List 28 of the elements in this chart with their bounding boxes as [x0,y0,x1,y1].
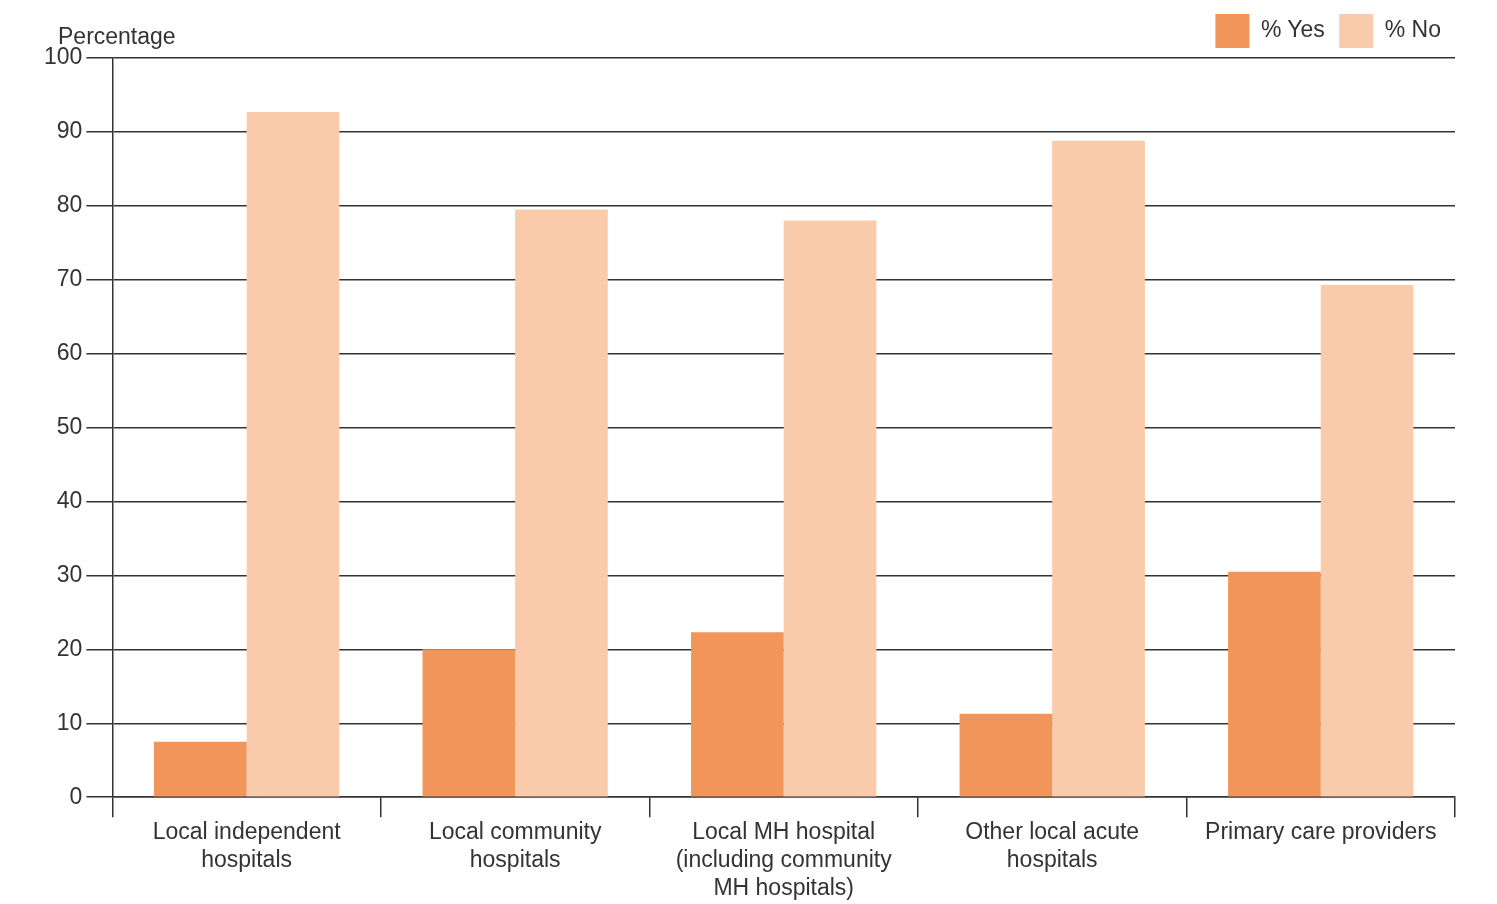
y-tick-label: 40 [56,486,83,513]
y-tick-label: 70 [56,265,83,292]
bar [246,111,340,797]
y-tick-label: 100 [44,43,83,70]
bar [1228,571,1321,797]
x-tick-label: Other local acute hospitals [965,818,1140,872]
bar [959,713,1053,797]
y-tick-label: 10 [56,708,83,735]
legend-label: % Yes [1260,16,1325,43]
bar [1320,284,1414,797]
y-tick-label: 0 [69,782,83,809]
x-tick-label: Local independent hospitals [152,818,342,872]
bar [154,741,247,797]
bar [691,632,784,797]
x-tick-label: Primary care providers [1205,818,1437,845]
y-tick-label: 20 [56,634,83,661]
bar [1052,140,1145,797]
y-tick-label: 90 [56,117,83,144]
y-tick-label: 80 [56,191,83,218]
bar [783,220,877,797]
bar [515,209,608,797]
y-tick-label: 50 [56,412,83,439]
y-tick-label: 60 [56,339,83,366]
legend-label: % No [1384,16,1442,43]
y-tick-label: 30 [56,560,83,587]
x-tick-label: Local community hospitals [428,818,602,872]
bar [422,649,516,797]
x-tick-label: Local MH hospital (including community MH hospitals) [675,818,893,900]
